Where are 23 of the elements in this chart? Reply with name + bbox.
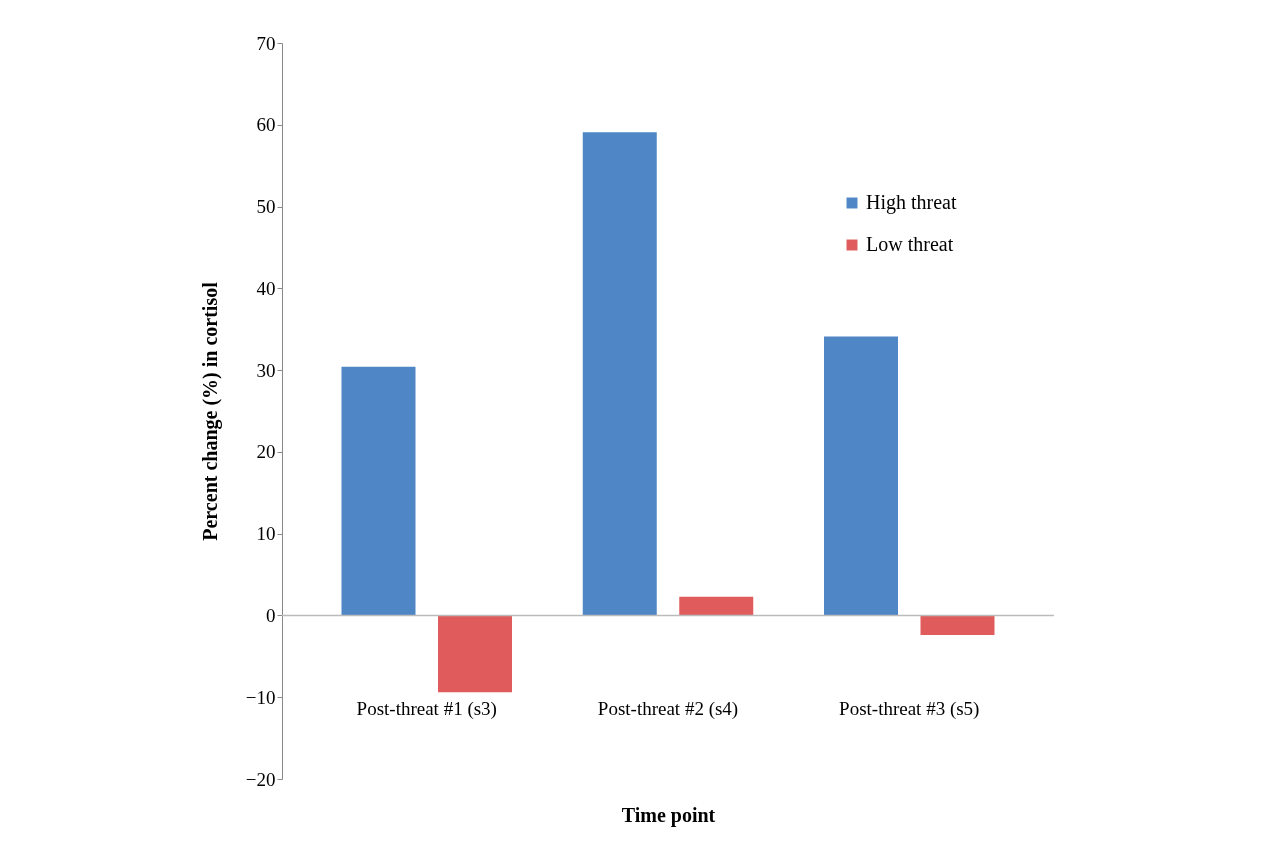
y-tick-label: 0 [266,604,276,626]
y-tick-label: 10 [256,523,276,545]
bar [582,132,657,616]
y-tick-label: 60 [256,114,276,136]
legend-label: Low threat [866,233,954,255]
x-axis-title: Time point [621,803,716,827]
bar [679,596,754,616]
bar [920,615,995,636]
y-axis-title: Percent change (%) in cortisol [198,281,222,541]
x-tick-label: Post-threat #1 (s3) [356,697,497,720]
y-tick-label: 30 [256,359,276,381]
y-tick-label: 50 [256,196,276,218]
legend-label: High threat [866,191,957,214]
y-tick-label: −10 [245,686,276,708]
bar [341,366,416,616]
y-tick-label: −20 [245,768,276,790]
y-tick-label: 40 [256,277,276,299]
x-tick-label: Post-threat #3 (s5) [839,697,980,720]
bar [438,615,512,693]
y-tick-label: 70 [256,32,276,54]
y-tick-label: 20 [256,441,276,463]
x-tick-label: Post-threat #2 (s4) [597,697,739,720]
bar [824,336,898,616]
